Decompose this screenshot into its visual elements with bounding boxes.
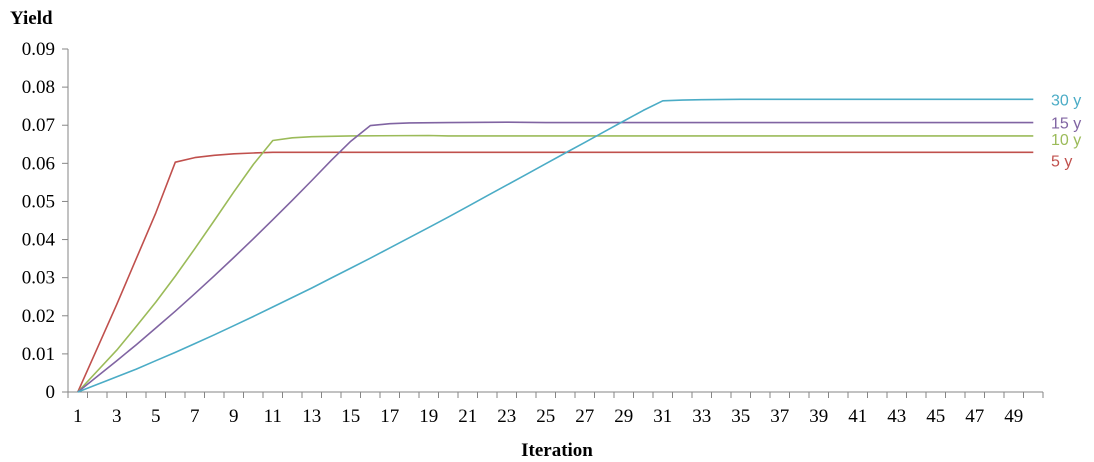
x-tick-label: 1 [73,406,83,427]
x-tick-label: 17 [380,406,399,427]
y-tick-label: 0.02 [22,306,55,327]
y-tick-label: 0.03 [22,268,55,289]
x-tick-label: 47 [965,406,984,427]
x-tick-label: 13 [302,406,321,427]
series-line-15y [77,121,1034,393]
x-tick-label: 35 [731,406,750,427]
x-tick-label: 19 [419,406,438,427]
y-tick-label: 0.09 [22,39,55,60]
x-tick-label: 15 [341,406,360,427]
x-axis-ticks: 1 3 5 7 9 11 13 15 17 19 21 23 25 27 29 31 33 35 37 39 41 43 4… [67,392,1044,427]
y-tick-label: 0.07 [22,115,55,136]
y-tick-label: 0.05 [22,191,55,212]
series-label-30y: 30 y [1051,92,1081,109]
y-tick-label: 0.08 [22,77,55,98]
x-tick-label: 31 [653,406,672,427]
x-tick-label: 33 [692,406,711,427]
series-line-5y [77,151,1034,393]
y-axis-ticks: 0 0.01 0.02 0.03 0.04 0.05 0.06 0.07 0.08 0.09 [22,39,68,403]
y-tick-label: 0 [46,382,56,403]
x-tick-label: 27 [575,406,594,427]
x-tick-label: 39 [809,406,828,427]
series-label-15y: 15 y [1051,116,1081,133]
x-tick-label: 3 [112,406,122,427]
x-tick-label: 11 [264,406,282,427]
x-tick-label: 21 [458,406,477,427]
x-tick-label: 45 [926,406,945,427]
y-tick-label: 0.06 [22,153,55,174]
x-tick-label: 29 [614,406,633,427]
series-group: 5 y 10 y15 y 30 y [77,92,1081,393]
x-tick-label: 9 [229,406,239,427]
x-axis-title: Iteration [521,440,593,461]
series-line-10y [77,134,1034,393]
x-tick-label: 37 [770,406,789,427]
x-tick-label: 25 [536,406,555,427]
x-tick-label: 43 [887,406,906,427]
y-tick-label: 0.01 [22,344,55,365]
x-tick-label: 49 [1004,406,1023,427]
x-tick-label: 5 [151,406,161,427]
x-tick-label: 41 [848,406,867,427]
y-axis-title: Yield [10,8,53,29]
series-line-30y [77,98,1034,393]
x-tick-label: 23 [497,406,516,427]
y-tick-label: 0.04 [22,230,56,251]
x-tick-label: 7 [190,406,200,427]
series-label-5y: 5 y [1051,153,1072,170]
series-label-10y: 10 y [1051,132,1081,149]
